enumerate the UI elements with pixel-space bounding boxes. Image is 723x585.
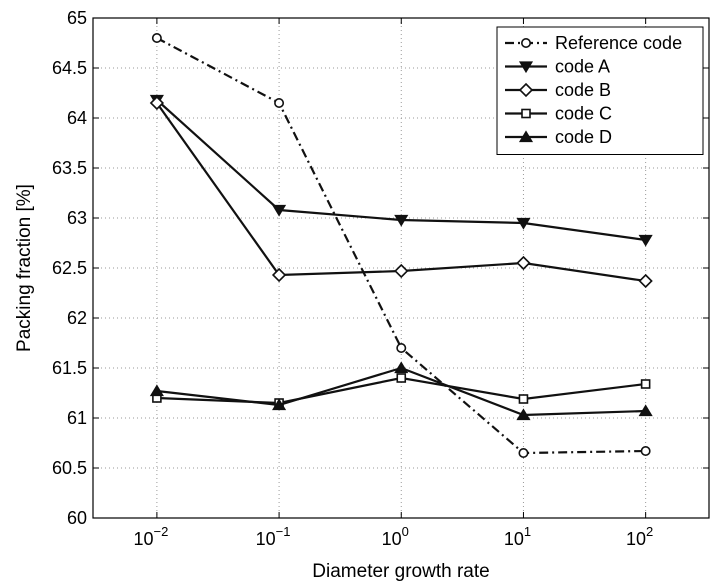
data-point [640,379,651,389]
data-point [516,408,531,421]
x-tick-label: 100 [382,524,409,549]
data-point [394,263,409,279]
data-point [394,214,409,227]
data-point [149,95,165,111]
y-tick-label: 63 [67,208,87,228]
data-point [638,234,653,247]
legend-label: code C [555,104,612,124]
series-code-b [149,95,653,289]
legend-label: code A [555,57,610,77]
data-point [518,394,529,404]
data-point [272,398,287,411]
data-point [516,217,531,230]
data-point [272,204,287,217]
legend-item: code B [505,80,611,100]
axis-ticks: 60 60.5 61 61.5 62 62.5 63 63.5 64 64.5 65 10−2 10−1… [52,8,709,549]
data-point [640,445,651,456]
series-layer [149,32,653,458]
x-tick-label: 102 [626,524,653,549]
y-tick-label: 60 [67,508,87,528]
y-tick-label: 62.5 [52,258,87,278]
y-tick-label: 64 [67,108,87,128]
legend: Reference code code A code B code C code D [496,26,704,155]
legend-item: Reference code [505,33,682,53]
data-point [274,98,285,109]
legend-item: code A [505,57,610,77]
y-tick-label: 62 [67,308,87,328]
legend-label: code D [555,127,612,147]
y-tick-label: 61.5 [52,358,87,378]
legend-marker [518,61,534,74]
legend-marker [518,82,534,98]
series-reference-code [151,32,651,458]
y-tick-label: 64.5 [52,58,87,78]
legend-label: code B [555,80,611,100]
y-tick-label: 63.5 [52,158,87,178]
data-point [271,267,287,283]
x-axis-label: Diameter growth rate [312,561,489,582]
series-code-d [149,361,653,421]
y-tick-label: 60.5 [52,458,87,478]
data-point [638,273,653,289]
legend-marker [521,108,531,119]
legend-marker [518,130,534,143]
data-point [149,384,164,397]
legend-marker [520,37,531,48]
data-point [518,447,529,458]
x-tick-label: 10−1 [256,524,291,549]
y-axis-label: Packing fraction [%] [14,184,35,352]
data-point [516,255,531,271]
data-point [638,404,653,417]
y-tick-label: 61 [67,408,87,428]
data-point [396,373,407,383]
x-tick-label: 101 [504,524,531,549]
data-point [396,342,407,353]
data-point [394,361,409,374]
data-point [151,32,162,43]
legend-item: code D [505,127,612,147]
legend-item: code C [505,104,612,124]
y-tick-label: 65 [67,8,87,28]
legend-label: Reference code [555,33,682,53]
x-tick-label: 10−2 [133,524,168,549]
